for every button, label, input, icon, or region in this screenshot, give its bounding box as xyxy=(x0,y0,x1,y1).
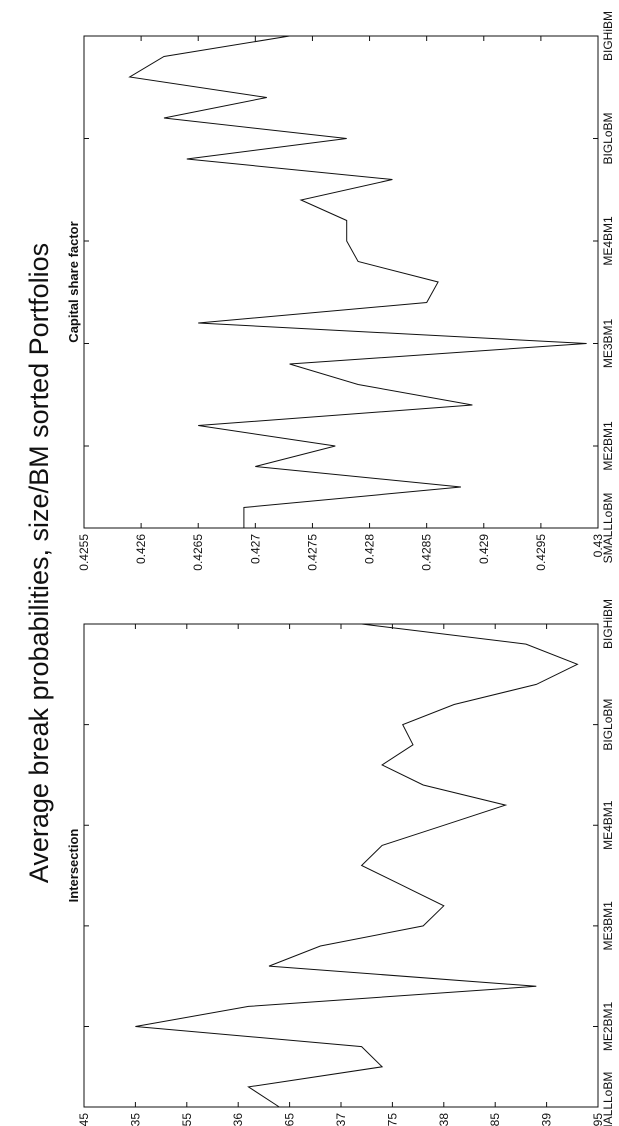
y-tick-label: 0.429 xyxy=(477,534,491,564)
y-tick-label: 0.437 xyxy=(334,1113,348,1126)
x-tick-label: ME3BM1 xyxy=(601,319,615,369)
y-tick-label: 0.43 xyxy=(591,534,605,558)
y-tick-label: 0.4375 xyxy=(385,1113,399,1126)
y-tick-label: 0.4265 xyxy=(191,534,205,571)
y-tick-label: 0.435 xyxy=(128,1113,142,1126)
series-line xyxy=(128,35,587,528)
series-line xyxy=(135,623,579,1108)
y-tick-label: 0.426 xyxy=(134,534,148,564)
x-tick-label: BIGLoBM xyxy=(601,699,615,751)
y-tick-label: 0.4355 xyxy=(180,1113,194,1126)
y-tick-label: 0.4395 xyxy=(591,1113,605,1126)
x-tick-label: ME4BM1 xyxy=(601,216,615,266)
figure-title: Average break probabilities, size/BM sor… xyxy=(24,243,54,883)
y-tick-label: 0.439 xyxy=(540,1113,554,1126)
x-tick-label: ME2BM1 xyxy=(601,1002,615,1052)
plot-intersection: 0.4345 0.435 0.4355 0.436 0.4365 0.437 0.4375 0… xyxy=(66,599,615,1126)
subplot-title: Intersection xyxy=(66,829,81,903)
plot-capital-share-factor: 0.4255 0.426 0.4265 0.427 0.4275 0.428 0.4285 0… xyxy=(66,11,615,571)
y-tick-label: 0.427 xyxy=(248,534,262,564)
y-tick-label: 0.4385 xyxy=(488,1113,502,1126)
y-tick-label: 0.4285 xyxy=(420,534,434,571)
y-tick-label: 0.428 xyxy=(363,534,377,564)
x-tick-label: SMALLLoBM xyxy=(601,493,615,564)
x-tick-label: BIGLoBM xyxy=(601,112,615,164)
y-tick-label: 0.436 xyxy=(231,1113,245,1126)
x-tick-label: ME2BM1 xyxy=(601,421,615,471)
plot-frame xyxy=(83,623,599,1108)
y-tick-label: 0.4345 xyxy=(77,1113,91,1126)
plot-frame xyxy=(83,35,599,529)
y-tick-label: 0.4255 xyxy=(77,534,91,571)
y-tick-label: 0.4275 xyxy=(305,534,319,571)
x-tick-label: ME4BM1 xyxy=(601,800,615,850)
x-tick-label: BIGHiBM xyxy=(601,11,615,61)
x-tick-label: SMALLLoBM xyxy=(601,1072,615,1126)
subplot-title: Capital share factor xyxy=(66,221,81,342)
y-tick-label: 0.4295 xyxy=(534,534,548,571)
y-tick-label: 0.438 xyxy=(437,1113,451,1126)
x-tick-label: ME3BM1 xyxy=(601,901,615,951)
y-tick-label: 0.4365 xyxy=(283,1113,297,1126)
x-tick-label: BIGHiBM xyxy=(601,599,615,649)
